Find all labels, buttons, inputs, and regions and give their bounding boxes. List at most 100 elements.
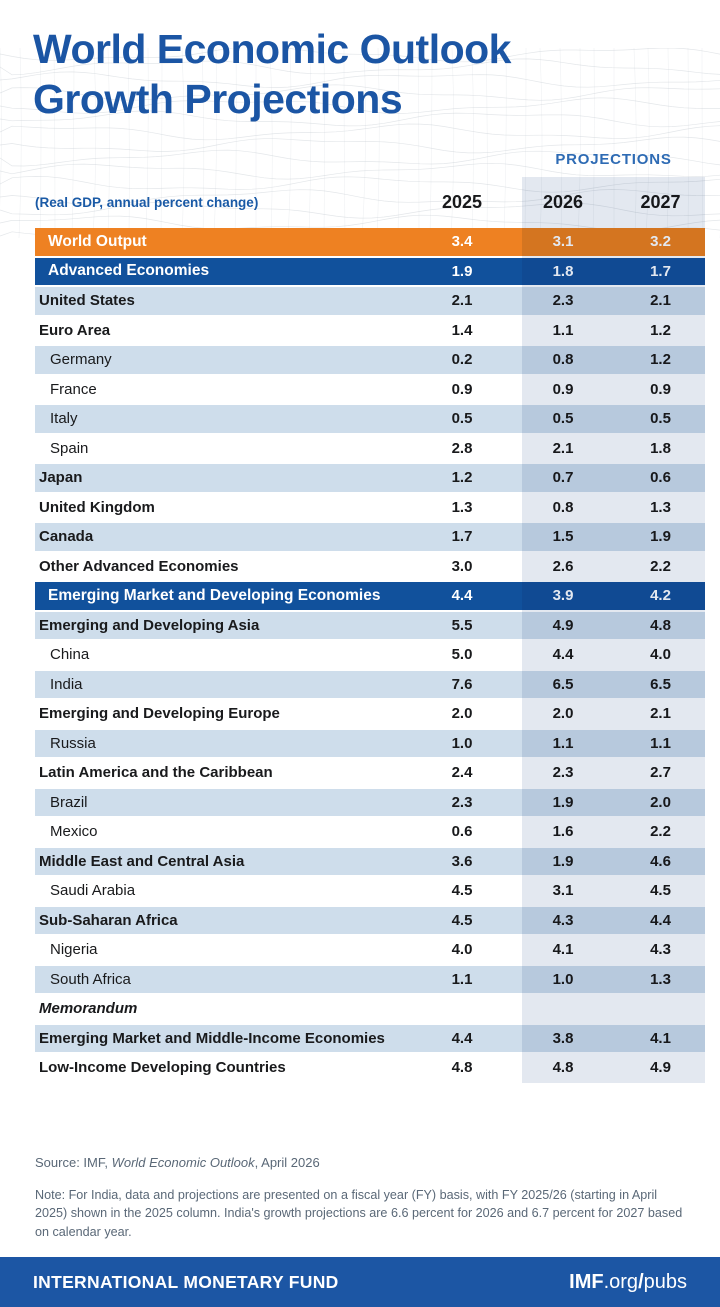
row-value: 4.1 — [552, 941, 574, 959]
site-org: .org — [603, 1270, 639, 1293]
row-label: India — [50, 675, 83, 693]
row-label: South Africa — [50, 970, 131, 988]
row-value: 3.4 — [451, 233, 473, 251]
row-label: Emerging Market and Developing Economies — [48, 586, 381, 604]
row-value: 2.1 — [650, 705, 671, 723]
row-value: 1.7 — [650, 262, 671, 280]
row-value: 0.5 — [552, 410, 574, 428]
table-row: Other Advanced Economies 3.0 2.6 2.2 — [35, 553, 705, 582]
row-value: 0.9 — [650, 380, 671, 398]
page-title-line2: Growth Projections — [33, 76, 403, 122]
table-row: United States 2.1 2.3 2.1 — [35, 287, 705, 317]
row-value: 0.8 — [552, 498, 574, 516]
row-value: 2.0 — [552, 705, 574, 723]
row-value: 4.1 — [650, 1029, 671, 1047]
table-row: Latin America and the Caribbean 2.4 2.3 2.7 — [35, 759, 705, 789]
row-label: Emerging and Developing Asia — [39, 616, 260, 634]
row-label: Canada — [39, 528, 94, 546]
row-value: 4.8 — [451, 1059, 473, 1077]
row-value: 1.0 — [451, 734, 473, 752]
row-value: 3.1 — [552, 233, 574, 251]
row-value: 0.9 — [552, 380, 574, 398]
row-label: Sub-Saharan Africa — [39, 911, 178, 929]
row-value: 2.2 — [650, 557, 671, 575]
row-value: 6.5 — [650, 675, 671, 693]
source-publication-title: World Economic Outlook — [111, 1155, 255, 1170]
row-label: Middle East and Central Asia — [39, 852, 245, 870]
row-value: 2.1 — [451, 292, 473, 310]
table-row: Sub-Saharan Africa 4.5 4.3 4.4 — [35, 906, 705, 936]
row-value: 4.4 — [552, 646, 574, 664]
row-value: 3.1 — [552, 882, 574, 900]
row-value: 2.3 — [552, 292, 574, 310]
row-value: 1.1 — [650, 734, 671, 752]
row-value: 2.6 — [552, 557, 574, 575]
row-value: 3.8 — [552, 1029, 574, 1047]
row-label: Brazil — [50, 793, 88, 811]
unit-label: (Real GDP, annual percent change) — [35, 195, 259, 210]
table-row: Spain 2.8 2.1 1.8 — [35, 435, 705, 464]
row-value: 1.2 — [451, 469, 473, 487]
table-row: Brazil 2.3 1.9 2.0 — [35, 788, 705, 818]
row-value: 3.2 — [650, 233, 671, 251]
row-label: Euro Area — [39, 321, 111, 339]
row-value: 2.7 — [650, 764, 671, 782]
row-value: 5.5 — [451, 616, 473, 634]
row-value: 0.7 — [552, 469, 574, 487]
row-value: 1.5 — [552, 528, 574, 546]
row-value: 1.3 — [650, 970, 671, 988]
row-value: 0.6 — [650, 469, 671, 487]
row-value: 0.2 — [451, 351, 473, 369]
table-row: Euro Area 1.4 1.1 1.2 — [35, 317, 705, 346]
row-value: 0.8 — [552, 351, 574, 369]
table-row: Emerging and Developing Europe 2.0 2.0 2.1 — [35, 700, 705, 730]
row-value: 4.8 — [650, 616, 671, 634]
imf-site-link[interactable]: IMF.org/pubs — [569, 1271, 687, 1294]
row-label: United States — [39, 292, 135, 310]
table-row: Mexico 0.6 1.6 2.2 — [35, 818, 705, 848]
table-row: Nigeria 4.0 4.1 4.3 — [35, 936, 705, 966]
row-label: Memorandum — [39, 1000, 138, 1018]
row-value: 4.0 — [650, 646, 671, 664]
row-value: 1.1 — [552, 734, 574, 752]
page-title: World Economic Outlook Growth Projection… — [33, 24, 511, 124]
table-row: Advanced Economies 1.9 1.8 1.7 — [35, 257, 705, 287]
row-value: 4.9 — [650, 1059, 671, 1077]
row-value: 2.0 — [650, 793, 671, 811]
row-value: 1.8 — [552, 262, 574, 280]
row-label: Advanced Economies — [48, 262, 210, 280]
row-value: 6.5 — [552, 675, 574, 693]
table-row: Low-Income Developing Countries 4.8 4.8 4.9 — [35, 1054, 705, 1084]
row-value: 1.9 — [451, 262, 473, 280]
row-value: 4.4 — [451, 587, 473, 605]
table-row: Memorandum — [35, 995, 705, 1025]
row-value: 0.6 — [451, 823, 473, 841]
table-row: Emerging Market and Middle-Income Econom… — [35, 1024, 705, 1054]
row-value: 1.9 — [552, 793, 574, 811]
source-suffix: , April 2026 — [254, 1155, 320, 1170]
row-value: 2.4 — [451, 764, 473, 782]
table-row: Italy 0.5 0.5 0.5 — [35, 405, 705, 435]
row-label: Emerging Market and Middle-Income Econom… — [39, 1029, 385, 1047]
year-column-header-2027: 2027 — [640, 192, 681, 212]
row-value: 2.3 — [451, 793, 473, 811]
row-value: 1.2 — [650, 321, 671, 339]
row-value: 4.5 — [451, 882, 473, 900]
row-value: 2.1 — [650, 292, 671, 310]
row-value: 4.3 — [552, 911, 574, 929]
row-value: 4.8 — [552, 1059, 574, 1077]
row-label: Nigeria — [50, 941, 98, 959]
row-label: Low-Income Developing Countries — [39, 1059, 286, 1077]
year-column-header-2025: 2025 — [441, 192, 483, 212]
row-value: 3.9 — [552, 587, 574, 605]
row-value: 4.5 — [650, 882, 671, 900]
table-row: Canada 1.7 1.5 1.9 — [35, 523, 705, 553]
row-label: Italy — [50, 410, 78, 428]
row-value: 5.0 — [451, 646, 473, 664]
row-label: World Output — [48, 232, 147, 250]
row-value: 2.1 — [552, 439, 574, 457]
row-value: 1.8 — [650, 439, 671, 457]
row-value: 2.2 — [650, 823, 671, 841]
row-label: Japan — [39, 469, 83, 487]
